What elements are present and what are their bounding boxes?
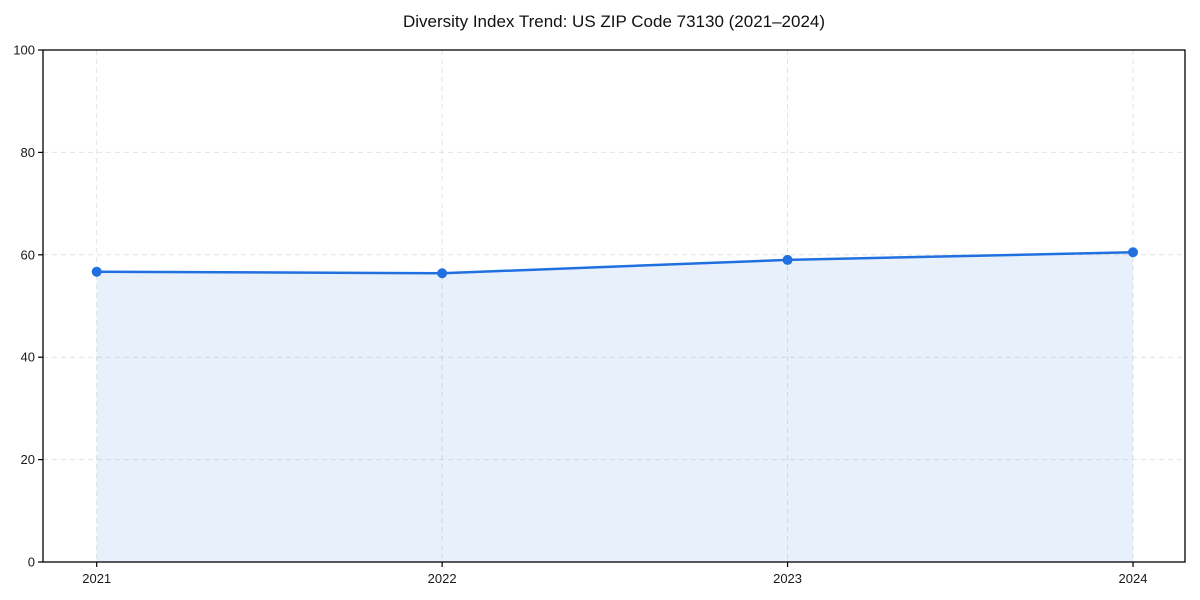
y-tick-label: 100 [13, 43, 35, 58]
data-point-2024 [1128, 247, 1138, 258]
plot-spines [42, 49, 1186, 563]
x-tick-label: 2021 [82, 571, 111, 586]
data-points [91, 247, 1138, 279]
chart-title: Diversity Index Trend: US ZIP Code 73130… [402, 12, 826, 31]
y-tick-label: 40 [21, 350, 35, 365]
tick-labels: 2021 2022 2023 2024 0 20 40 60 80 100 [13, 43, 1147, 587]
x-tick-label: 2023 [773, 571, 802, 586]
y-tick-label: 80 [21, 145, 35, 160]
y-tick-label: 20 [21, 452, 35, 467]
data-point-2021 [91, 266, 102, 277]
x-tick-label: 2022 [428, 571, 457, 586]
data-point-2023 [782, 254, 793, 265]
y-tick-label: 0 [28, 555, 35, 570]
data-point-2022 [437, 268, 448, 279]
tick-marks [38, 49, 1134, 567]
area-fill [96, 252, 1134, 563]
gridlines [43, 50, 1185, 562]
x-tick-label: 2024 [1119, 571, 1148, 586]
trend-line [95, 250, 1135, 275]
y-tick-label: 60 [21, 247, 35, 262]
